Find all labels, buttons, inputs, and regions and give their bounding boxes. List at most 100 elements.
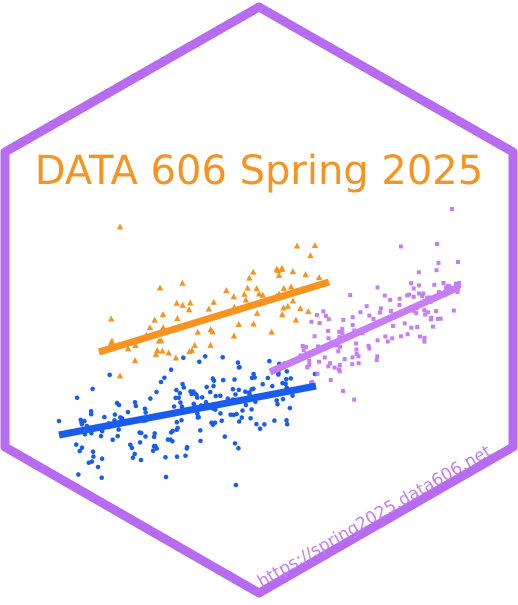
purple-point — [407, 292, 412, 297]
blue-point — [170, 439, 175, 444]
blue-point — [91, 454, 96, 459]
blue-point — [276, 372, 281, 377]
purple-point — [348, 293, 353, 297]
purple-point — [300, 344, 305, 348]
blue-point — [163, 474, 169, 480]
purple-point — [397, 303, 402, 307]
purple-point — [323, 313, 328, 318]
orange-point — [230, 293, 237, 300]
blue-point — [283, 376, 289, 382]
purple-point — [310, 380, 314, 384]
blue-point — [228, 412, 233, 418]
purple-point — [301, 348, 306, 353]
orange-point — [268, 328, 275, 335]
orange-point — [151, 316, 158, 323]
orange-point — [289, 297, 297, 304]
purple-point — [402, 321, 407, 326]
purple-point — [411, 294, 416, 299]
blue-point — [89, 459, 95, 464]
blue-point — [219, 418, 224, 424]
purple-point — [391, 323, 396, 328]
orange-point — [253, 309, 261, 316]
orange-point — [173, 299, 180, 306]
orange-point — [250, 268, 257, 275]
orange-point — [255, 290, 263, 297]
blue-point — [232, 441, 238, 446]
blue-point — [153, 443, 158, 449]
purple-point — [375, 354, 380, 359]
orange-point — [207, 341, 214, 348]
blue-point — [170, 428, 175, 434]
purple-point — [305, 365, 310, 370]
purple-point — [309, 319, 314, 324]
purple-point — [375, 285, 380, 290]
blue-point — [236, 387, 242, 393]
blue-point — [251, 371, 256, 377]
blue-point — [56, 418, 62, 424]
purple-point — [315, 371, 320, 376]
blue-point — [249, 375, 255, 381]
orange-point — [244, 284, 251, 291]
blue-point — [174, 419, 180, 425]
blue-point — [74, 395, 80, 401]
purple-point — [326, 317, 331, 322]
blue-point — [125, 409, 131, 415]
orange-point — [259, 291, 266, 298]
blue-point — [130, 455, 136, 461]
blue-point — [129, 445, 135, 451]
blue-point — [180, 381, 185, 387]
orange-point — [185, 306, 193, 313]
blue-point — [77, 448, 82, 454]
blue-point — [267, 358, 272, 364]
purple-point — [337, 363, 342, 368]
blue-point — [76, 472, 81, 477]
blue-point — [179, 418, 184, 423]
blue-point — [158, 379, 164, 385]
orange-point — [230, 332, 238, 339]
orange-point — [278, 311, 286, 318]
blue-point — [220, 377, 226, 383]
orange-point — [297, 305, 304, 312]
purple-point — [328, 361, 333, 366]
blue-point — [95, 464, 101, 470]
purple-point — [423, 312, 428, 317]
purple-point — [358, 310, 363, 315]
blue-point — [240, 408, 245, 413]
orange-point — [274, 267, 282, 274]
blue-point — [248, 416, 253, 421]
orange-point — [315, 274, 323, 281]
blue-point — [243, 402, 249, 408]
purple-point — [414, 311, 419, 316]
purple-point — [457, 284, 462, 289]
blue-point — [211, 383, 216, 389]
blue-point — [137, 440, 143, 445]
blue-point — [198, 428, 203, 433]
blue-point — [107, 372, 112, 378]
blue-point — [183, 453, 188, 459]
purple-point — [341, 317, 346, 322]
orange-point — [124, 345, 132, 352]
blue-point — [251, 386, 256, 392]
blue-point — [210, 376, 216, 381]
orange-point — [280, 304, 287, 311]
purple-point — [332, 365, 337, 370]
orange-point — [311, 242, 319, 249]
orange-point — [293, 242, 301, 249]
orange-point — [210, 298, 217, 305]
purple-point — [354, 351, 359, 356]
purple-point — [417, 291, 422, 296]
orange-point — [223, 287, 230, 294]
orange-point — [194, 328, 201, 335]
purple-point — [374, 358, 379, 362]
purple-point — [457, 281, 462, 285]
blue-point — [233, 482, 239, 488]
purple-point — [337, 369, 342, 374]
blue-point — [257, 426, 263, 432]
purple-point — [307, 362, 312, 367]
blue-point — [202, 354, 208, 359]
orange-point — [179, 279, 186, 286]
purple-point — [456, 260, 460, 264]
blue-point — [233, 392, 238, 397]
blue-point — [162, 375, 167, 381]
purple-point — [436, 290, 441, 295]
